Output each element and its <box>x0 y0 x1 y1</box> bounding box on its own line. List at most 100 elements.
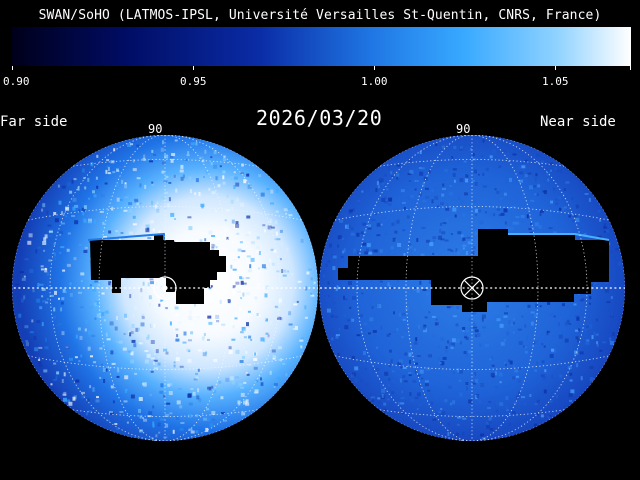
map-pixel <box>343 295 345 300</box>
map-pixel <box>362 222 367 226</box>
map-pixel <box>390 171 393 175</box>
map-pixel <box>462 327 466 330</box>
map-pixel <box>356 250 359 255</box>
map-pixel <box>173 361 176 364</box>
map-pixel <box>604 282 609 285</box>
map-pixel <box>129 294 132 299</box>
map-pixel <box>434 195 439 200</box>
map-pixel <box>83 205 87 210</box>
map-pixel <box>78 243 82 246</box>
map-pixel <box>245 326 250 328</box>
map-pixel <box>463 333 468 338</box>
map-pixel <box>240 277 245 280</box>
map-pixel <box>237 248 242 252</box>
map-pixel <box>420 167 425 170</box>
map-pixel <box>65 346 69 349</box>
map-pixel <box>428 169 431 174</box>
map-pixel <box>381 197 386 202</box>
map-pixel <box>195 141 198 146</box>
map-pixel <box>45 301 49 304</box>
map-pixel <box>505 405 509 410</box>
map-pixel <box>247 363 251 366</box>
map-pixel <box>154 141 158 144</box>
map-pixel <box>254 352 257 356</box>
map-pixel <box>65 346 70 349</box>
map-pixel <box>157 362 161 366</box>
map-pixel <box>415 337 418 342</box>
map-pixel <box>27 240 32 245</box>
map-pixel <box>151 149 154 153</box>
map-pixel <box>534 193 537 196</box>
colorbar-tick <box>374 66 375 70</box>
map-pixel <box>440 202 444 206</box>
map-pixel <box>162 222 166 226</box>
map-pixel <box>408 246 413 249</box>
map-pixel <box>87 398 90 402</box>
map-pixel <box>245 234 250 237</box>
map-pixel <box>536 412 539 416</box>
map-pixel <box>88 218 92 223</box>
map-pixel <box>455 432 459 437</box>
map-pixel <box>91 407 95 410</box>
map-pixel <box>534 340 539 345</box>
map-pixel <box>452 207 457 212</box>
map-pixel <box>562 303 565 307</box>
map-pixel <box>278 241 283 246</box>
map-pixel <box>87 346 91 351</box>
map-pixel <box>328 243 332 248</box>
map-pixel <box>479 221 484 225</box>
map-pixel <box>151 200 154 205</box>
map-pixel <box>83 219 87 224</box>
map-pixel <box>18 313 22 318</box>
map-pixel <box>422 327 426 330</box>
map-pixel <box>462 328 465 332</box>
map-pixel <box>164 154 169 159</box>
map-pixel <box>196 316 200 319</box>
map-pixel <box>170 212 175 217</box>
map-pixel <box>475 213 478 216</box>
map-pixel <box>79 335 83 340</box>
map-pixel <box>68 401 73 406</box>
map-pixel <box>155 281 157 286</box>
map-pixel <box>446 306 451 309</box>
map-pixel <box>456 306 460 310</box>
map-pixel <box>427 389 431 392</box>
map-pixel <box>424 380 429 383</box>
map-pixel <box>462 417 467 420</box>
map-pixel <box>85 319 88 324</box>
map-pixel <box>287 270 290 273</box>
map-pixel <box>175 357 180 362</box>
map-pixel <box>280 317 283 321</box>
map-pixel <box>248 335 252 339</box>
map-pixel <box>166 380 170 383</box>
map-pixel <box>464 336 468 339</box>
map-pixel <box>367 227 372 230</box>
map-pixel <box>488 416 492 421</box>
map-pixel <box>440 361 445 366</box>
map-pixel <box>41 287 46 291</box>
map-pixel <box>215 176 217 181</box>
map-pixel <box>541 160 544 163</box>
map-pixel <box>518 341 523 345</box>
map-pixel <box>474 169 477 174</box>
map-pixel <box>539 212 542 217</box>
map-pixel <box>36 298 41 303</box>
map-pixel <box>84 328 87 332</box>
map-pixel <box>414 362 418 365</box>
map-pixel <box>34 347 39 352</box>
map-pixel <box>79 306 84 309</box>
map-pixel <box>236 385 241 388</box>
map-pixel <box>327 295 330 297</box>
map-pixel <box>240 386 245 389</box>
map-pixel <box>142 417 144 419</box>
map-pixel <box>618 262 621 266</box>
map-pixel <box>548 199 553 201</box>
map-pixel <box>84 246 88 249</box>
map-pixel <box>555 202 559 206</box>
map-pixel <box>332 301 336 305</box>
map-pixel <box>211 191 216 195</box>
map-pixel <box>384 408 387 413</box>
map-pixel <box>245 351 248 354</box>
map-pixel <box>524 346 527 349</box>
map-pixel <box>604 288 609 293</box>
